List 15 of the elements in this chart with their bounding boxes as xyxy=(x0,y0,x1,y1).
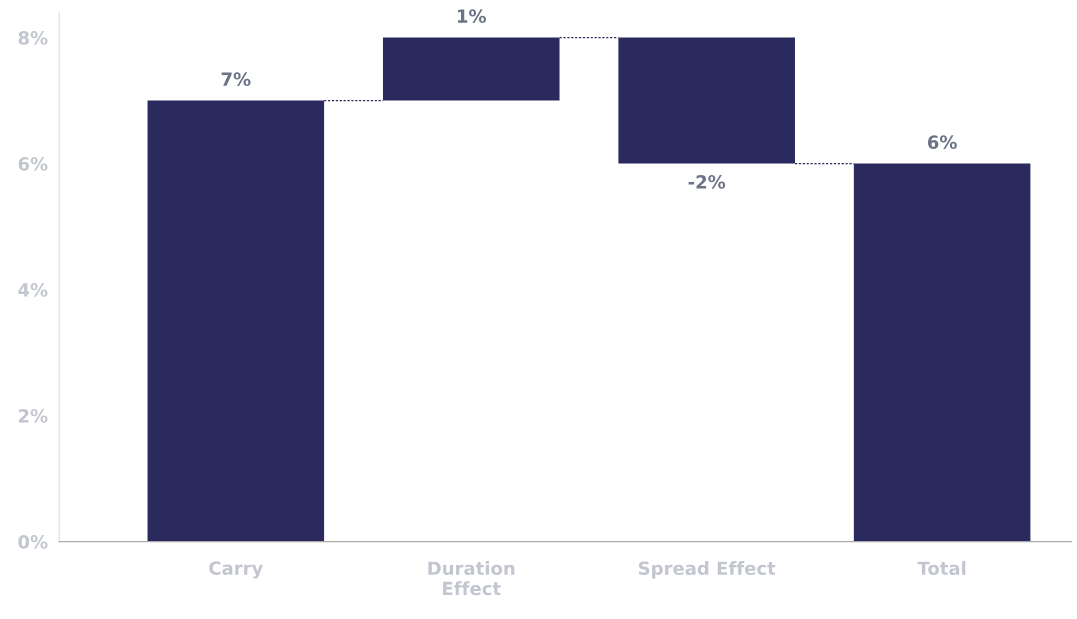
data-label: 7% xyxy=(221,72,251,86)
y-tick-label: 0% xyxy=(18,535,48,549)
x-tick-label: Carry xyxy=(209,561,263,579)
x-tick-label: Total xyxy=(917,561,966,576)
data-label: 1% xyxy=(457,9,486,23)
y-tick-label: 4% xyxy=(18,283,48,297)
y-tick-label: 6% xyxy=(18,157,48,171)
bar xyxy=(853,163,1031,542)
data-label: -2% xyxy=(688,175,726,189)
data-label: 6% xyxy=(927,135,957,149)
y-tick-label: 2% xyxy=(18,409,48,423)
bar xyxy=(147,100,325,542)
x-tick-label: Spread Effect xyxy=(638,561,776,579)
y-tick-label: 8% xyxy=(18,31,48,45)
x-tick-label: Duration Effect xyxy=(428,561,515,596)
